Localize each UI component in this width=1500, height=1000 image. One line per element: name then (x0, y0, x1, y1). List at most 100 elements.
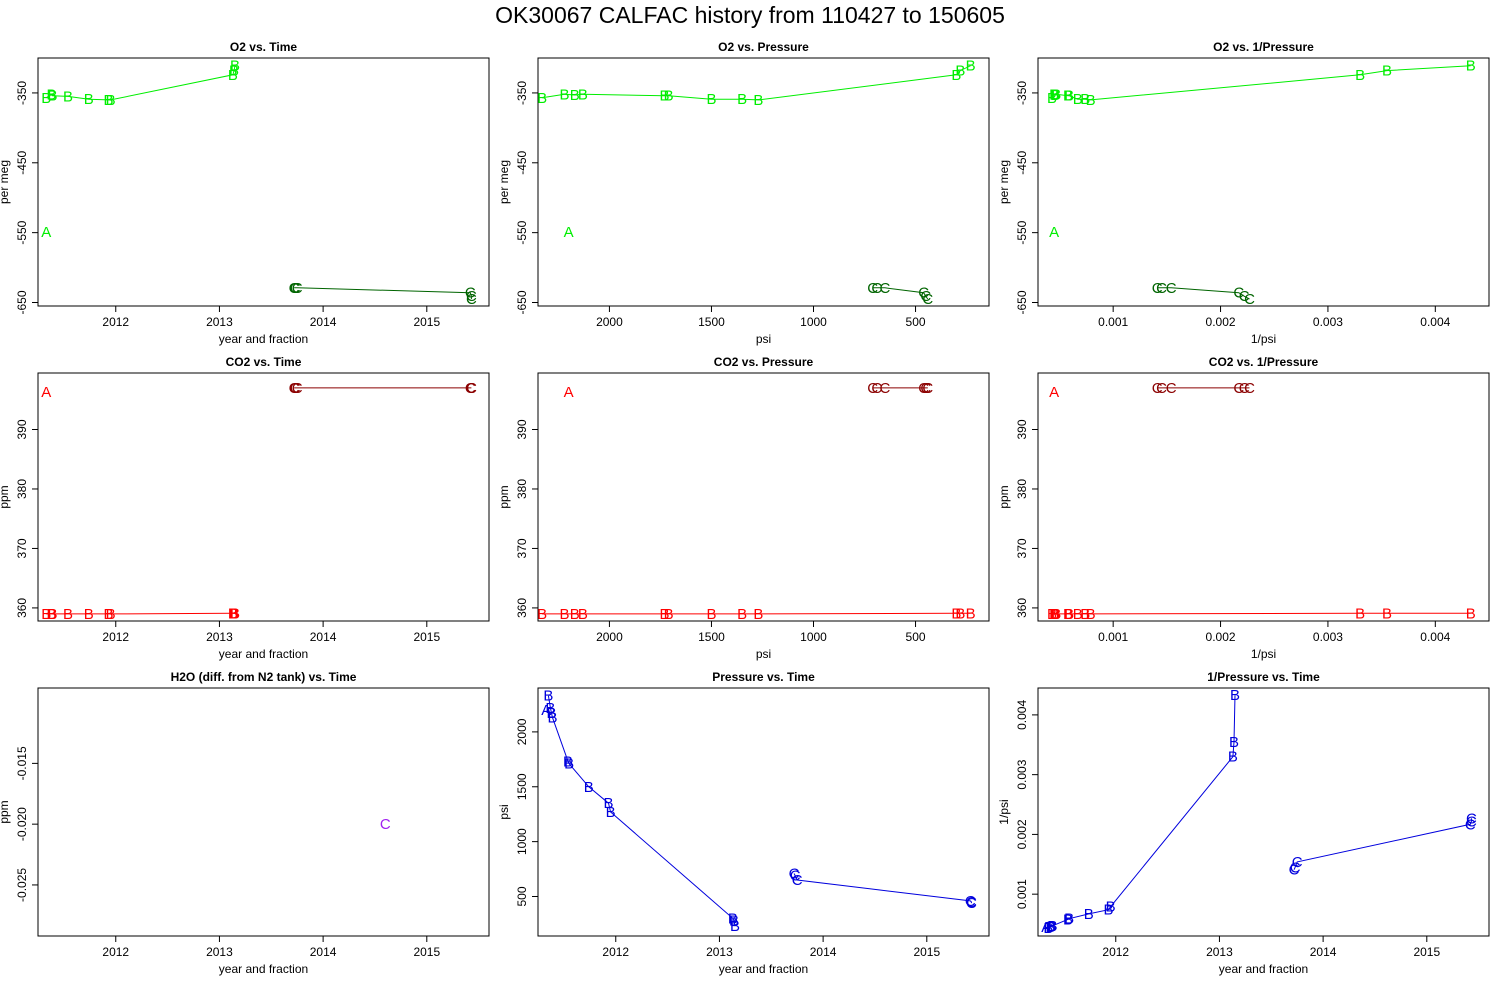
x-axis-label: year and fraction (1219, 962, 1308, 976)
y-axis-label: 1/psi (997, 799, 1011, 824)
data-point: A (41, 384, 51, 401)
data-point: C (465, 285, 476, 302)
x-tick-label: 2012 (602, 945, 629, 959)
y-tick-label: 390 (1015, 419, 1029, 439)
data-point: B (228, 605, 238, 622)
data-point: B (1086, 606, 1096, 623)
plot-title: CO2 vs. 1/Pressure (1209, 355, 1319, 369)
data-point: C (1292, 854, 1303, 871)
data-point: B (229, 63, 239, 80)
data-point: B (1382, 63, 1392, 80)
y-tick-label: 380 (515, 479, 529, 499)
plot-frame (37, 372, 490, 622)
x-tick-label: 2012 (102, 945, 129, 959)
x-tick-label: 500 (906, 630, 926, 644)
y-tick-label: 370 (515, 538, 529, 558)
x-tick-label: 2015 (913, 945, 940, 959)
plot-frame (37, 57, 490, 307)
data-point: C (792, 872, 803, 889)
data-point: C (1233, 380, 1244, 397)
series-line (294, 287, 472, 299)
x-tick-label: 2012 (1102, 945, 1129, 959)
x-tick-label: 0.002 (1206, 630, 1236, 644)
y-tick-label: -350 (515, 81, 529, 105)
data-point: C (1156, 280, 1167, 297)
data-point: C (920, 288, 931, 305)
series-line (1048, 695, 1236, 929)
x-axis-label: year and fraction (219, 962, 308, 976)
data-point: B (951, 605, 961, 622)
data-point: B (84, 91, 94, 108)
data-point: B (1382, 605, 1392, 622)
data-point: C (1290, 859, 1301, 876)
data-point: B (1466, 605, 1476, 622)
data-point: C (922, 291, 933, 308)
x-tick-label: 2012 (102, 630, 129, 644)
data-point: A (564, 224, 574, 241)
data-point: B (230, 58, 240, 75)
data-point: B (578, 86, 588, 103)
data-point: B (1064, 911, 1074, 928)
data-point: C (1166, 280, 1177, 297)
data-point: B (537, 606, 547, 623)
y-tick-label: 500 (515, 886, 529, 906)
data-point: B (228, 67, 238, 84)
plot-panel-2: O2 vs. Pressure 2000 1500 1000 500 -350 -450 -5… (497, 40, 990, 346)
data-point: B (1466, 58, 1476, 75)
data-point: B (570, 606, 580, 623)
data-point: B (1063, 88, 1073, 105)
y-tick-label: -650 (1015, 290, 1029, 314)
data-point: B (951, 67, 961, 84)
data-point: B (106, 92, 116, 109)
y-tick-label: 370 (15, 538, 29, 558)
data-point: B (103, 606, 113, 623)
plot-title: H2O (diff. from N2 tank) vs. Time (171, 670, 357, 684)
data-point: B (606, 804, 616, 821)
x-tick-label: 0.003 (1313, 315, 1343, 329)
x-tick-label: 2014 (310, 315, 337, 329)
data-point: C (880, 380, 891, 397)
data-point: B (1051, 606, 1061, 623)
series-line (1293, 818, 1472, 870)
x-axis-label: year and fraction (219, 647, 308, 661)
y-tick-label: 370 (1015, 538, 1029, 558)
y-tick-label: 1500 (515, 773, 529, 800)
x-tick-label: 2000 (596, 630, 623, 644)
data-point: C (918, 285, 929, 302)
data-point: B (1355, 67, 1365, 84)
data-point: C (1466, 810, 1477, 827)
data-point: B (48, 606, 58, 623)
data-point: C (1233, 285, 1244, 302)
data-point: C (1466, 813, 1477, 830)
data-point: B (570, 87, 580, 104)
data-point: B (955, 605, 965, 622)
y-axis-label: per meg (997, 160, 1011, 204)
x-axis-label: year and fraction (719, 962, 808, 976)
x-axis-label: psi (756, 332, 771, 346)
data-point: B (1084, 906, 1094, 923)
series-line (1157, 287, 1250, 300)
data-point: C (922, 380, 933, 397)
x-tick-label: 0.004 (1420, 315, 1450, 329)
x-axis-label: 1/psi (1251, 647, 1276, 661)
y-tick-label: -550 (1015, 220, 1029, 244)
series-line (872, 287, 929, 300)
data-point: B (63, 88, 73, 105)
plot-frame (537, 687, 990, 937)
series-line (547, 695, 736, 927)
figure-title: OK30067 CALFAC history from 110427 to 15… (495, 2, 1005, 28)
data-point: C (1239, 380, 1250, 397)
data-point: C (966, 895, 977, 912)
data-point: C (1152, 280, 1163, 297)
data-point: B (46, 606, 56, 623)
data-point: B (1049, 86, 1059, 103)
x-tick-label: 2013 (706, 945, 733, 959)
y-axis-label: ppm (0, 800, 11, 823)
series-line (1051, 65, 1471, 101)
data-point: B (1050, 606, 1060, 623)
x-tick-label: 2000 (596, 315, 623, 329)
data-point: C (465, 380, 476, 397)
data-point: C (1239, 288, 1250, 305)
data-point: B (548, 710, 558, 727)
data-point: B (1043, 920, 1053, 937)
